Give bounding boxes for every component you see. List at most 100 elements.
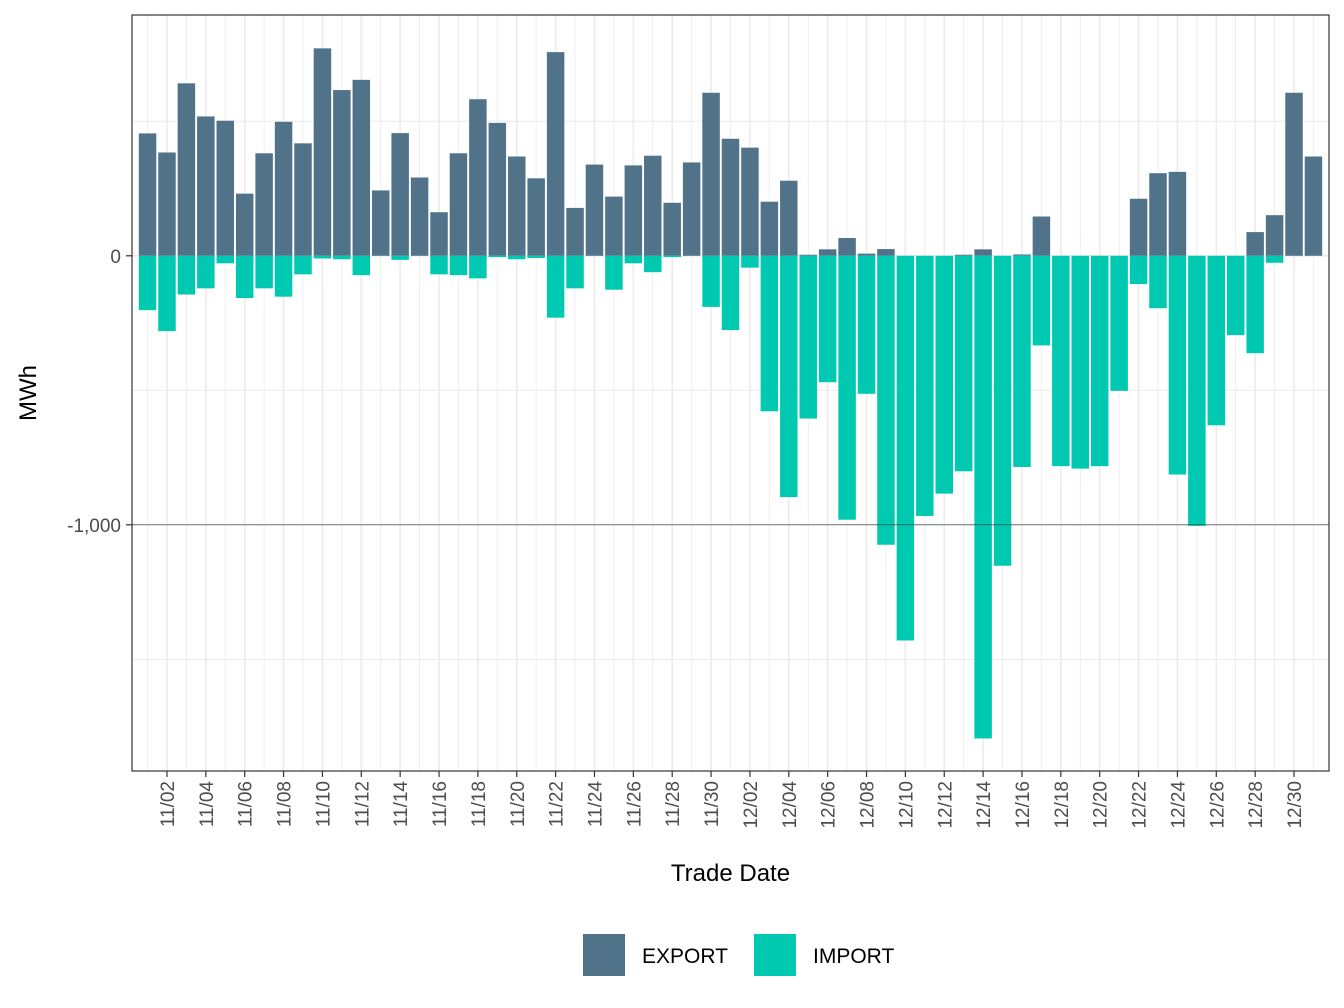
bar-import (255, 255, 273, 289)
x-tick-label: 12/28 (1246, 781, 1267, 829)
x-tick-label: 12/24 (1168, 781, 1189, 829)
bar-import (780, 255, 798, 498)
y-axis-title: MWh (15, 365, 42, 421)
bar-import (527, 255, 545, 258)
x-tick-label: 11/30 (702, 781, 723, 827)
bar-import (721, 255, 740, 331)
bar-export (818, 249, 837, 256)
x-tick-label: 12/14 (974, 781, 995, 829)
bar-import (216, 255, 235, 264)
bar-export (255, 153, 273, 256)
bar-import (799, 255, 817, 419)
bar-import (391, 255, 409, 260)
bar-export (546, 52, 565, 256)
x-tick-label: 11/24 (585, 781, 606, 828)
bar-import (1265, 255, 1284, 263)
bar-export (877, 249, 895, 256)
bar-export (216, 120, 235, 256)
bar-import (605, 255, 623, 290)
bar-import (954, 255, 973, 472)
bar-import (896, 255, 915, 641)
bar-export (1149, 173, 1167, 256)
bar-import (1246, 255, 1264, 354)
x-tick-label: 11/14 (391, 781, 412, 828)
bar-import (974, 255, 992, 739)
bar-import (488, 255, 507, 258)
x-tick-label: 11/06 (236, 781, 257, 827)
bar-export (605, 196, 623, 256)
bar-export (294, 143, 312, 256)
bar-import (857, 255, 876, 394)
bar-export (197, 116, 215, 256)
bar-export (682, 162, 701, 256)
x-axis-title: Trade Date (671, 860, 790, 887)
bar-export (1285, 92, 1303, 256)
bar-export (857, 253, 876, 256)
bar-export (1013, 254, 1031, 256)
bar-export (974, 249, 992, 256)
bar-import (1207, 255, 1226, 426)
x-tick-label: 12/04 (780, 781, 801, 829)
bar-import (508, 255, 526, 260)
x-tick-label: 12/12 (935, 781, 956, 829)
bar-export (138, 133, 157, 256)
bar-import (1188, 255, 1206, 526)
bar-export (721, 138, 740, 256)
bar-import (313, 255, 332, 259)
bar-import (158, 255, 176, 332)
legend: EXPORT IMPORT (583, 934, 894, 976)
bar-export (449, 153, 468, 256)
bar-export (1168, 171, 1187, 256)
legend-label-export: EXPORT (642, 945, 728, 968)
bar-export (1304, 156, 1323, 256)
bar-import (1013, 255, 1031, 467)
bar-import (663, 255, 681, 258)
bar-import (1226, 255, 1245, 336)
x-tick-label: 11/18 (469, 781, 490, 827)
y-tick-label: -1,000 (67, 516, 121, 537)
bar-import (818, 255, 837, 383)
bar-import (1071, 255, 1090, 469)
legend-key-export (583, 934, 625, 976)
bars (132, 48, 1329, 739)
bar-import (469, 255, 487, 279)
x-tick-label: 11/04 (197, 781, 218, 828)
x-tick-label: 11/26 (624, 781, 645, 827)
legend-key-import (754, 934, 796, 976)
x-tick-label: 12/30 (1285, 781, 1306, 829)
bar-import (993, 255, 1012, 566)
bar-export (566, 207, 584, 256)
bar-export (410, 177, 429, 256)
bar-export (527, 178, 545, 256)
bar-export (333, 90, 351, 256)
bar-import (1110, 255, 1128, 391)
plot-panel-border (131, 14, 1330, 772)
x-tick-label: 11/16 (430, 781, 451, 827)
bar-import (1090, 255, 1109, 467)
bar-export (508, 156, 526, 256)
bar-export (585, 164, 604, 256)
bar-export (1129, 198, 1148, 256)
x-tick-label: 11/10 (313, 781, 334, 827)
bar-import (838, 255, 856, 520)
bar-export (799, 254, 817, 256)
bar-export (760, 201, 779, 256)
bar-export (177, 83, 196, 256)
x-tick-label: 12/08 (858, 781, 879, 829)
bar-import (741, 255, 759, 268)
x-tick-label: 12/22 (1130, 781, 1151, 829)
bar-import (935, 255, 953, 494)
bar-export (1265, 215, 1284, 256)
bar-export (371, 190, 390, 256)
bar-import (352, 255, 371, 276)
bar-import (177, 255, 196, 295)
bar-import (430, 255, 448, 275)
bar-import (1052, 255, 1070, 467)
x-tick-label: 12/02 (741, 781, 762, 829)
bar-import (624, 255, 643, 264)
bar-import (1129, 255, 1148, 285)
bar-export (1246, 232, 1264, 256)
bar-export (235, 193, 254, 256)
bar-import (294, 255, 312, 275)
x-tick-label: 11/12 (352, 781, 373, 827)
